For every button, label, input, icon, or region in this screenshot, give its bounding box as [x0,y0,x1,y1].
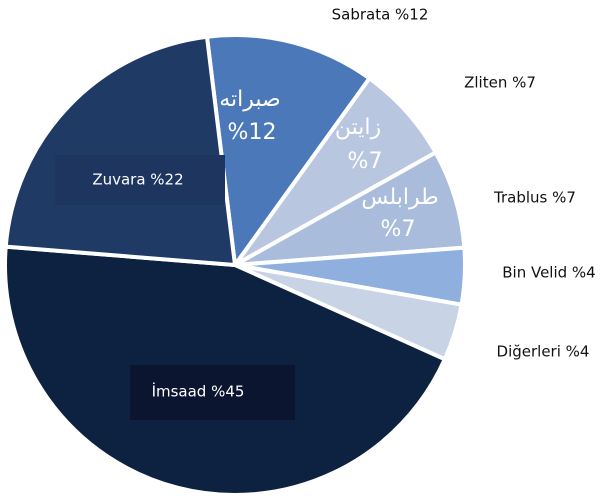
slice-label: Diğerleri %4 [497,343,590,361]
slice-label: Bin Velid %4 [502,264,595,282]
label-box [130,365,295,420]
annotation-label: %7 [348,149,383,174]
pie-slice [3,34,238,268]
slice-label: İmsaad %45 [152,382,245,401]
slice-label: Sabrata %12 [332,6,429,24]
annotation-text: زايتن [335,115,381,140]
annotation-label: %7 [381,217,416,242]
slice-label: Zliten %7 [464,74,536,92]
pie-slice [204,33,373,271]
slice-label: Trablus %7 [493,189,576,207]
annotation-text: صبراته [219,87,281,112]
annotation-text: طرابلس [361,185,438,210]
slice-label: Zuvara %22 [92,171,183,189]
label-box [55,155,225,205]
annotation-label: %12 [228,120,277,145]
